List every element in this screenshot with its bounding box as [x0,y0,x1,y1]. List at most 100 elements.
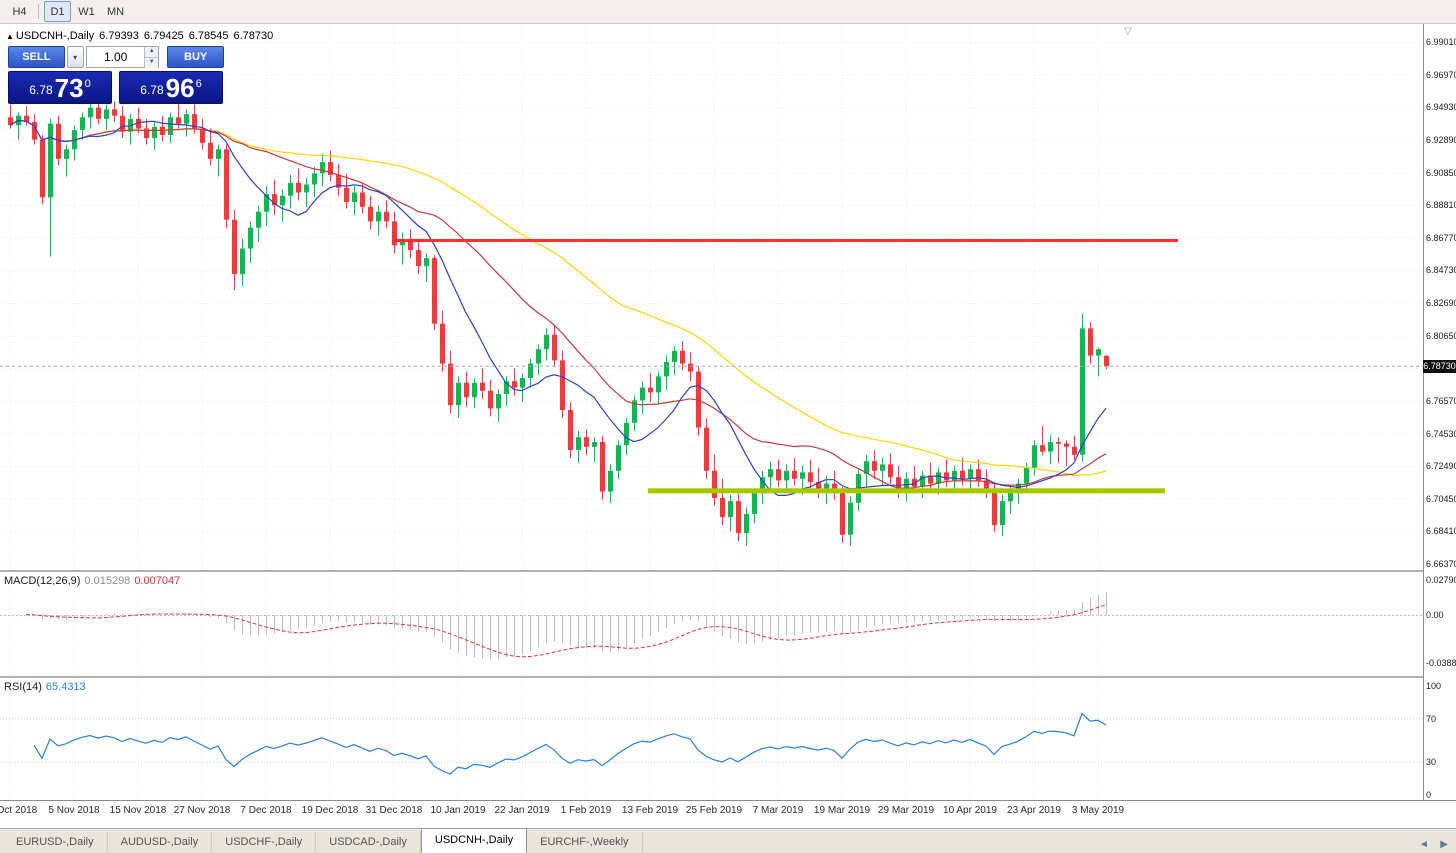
date-axis-label: 23 Apr 2019 [1007,805,1061,816]
ohlc-low: 6.78545 [188,30,229,42]
volume-field: ▲ ▼ [85,46,160,68]
ohlc-high: 6.79425 [143,30,184,42]
buy-price-base: 6.78 [140,83,164,97]
date-axis-label: 10 Jan 2019 [430,805,486,816]
macd-value-main: 0.015298 [84,575,131,587]
rsi-line [33,712,1107,775]
tab-usdcnh-daily[interactable]: USDCNH-,Daily [420,828,528,853]
sell-price-base: 6.78 [29,83,53,97]
date-axis-label: 27 Nov 2018 [173,805,231,816]
tab-eurusd-daily[interactable]: EURUSD-,Daily [3,832,108,853]
price-axis-label: 6.86770 [1426,232,1456,243]
rsi-axis-label: 100 [1426,681,1442,691]
price-axis-label: 6.68410 [1426,526,1456,537]
sell-price-point: 0 [84,78,91,90]
date-axis-label: 19 Mar 2019 [813,805,871,816]
panel-splitter[interactable] [0,570,1456,572]
tab-usdchf-daily[interactable]: USDCHF-,Daily [212,832,317,853]
price-axis-label: 6.82690 [1426,298,1456,308]
price-axis-label: 6.90850 [1426,167,1456,178]
grid-layer [0,24,1423,800]
candlestick-layer [8,101,1109,546]
tab-eurchf-weekly[interactable]: EURCHF-,Weekly [527,832,643,853]
volume-decrease-button[interactable]: ▼ [145,58,159,68]
date-axis-label: 19 Dec 2018 [301,805,359,816]
timeframe-h4-button[interactable]: H4 [12,5,27,18]
tabs-scroll-left-button[interactable]: ◄ [1418,839,1429,850]
buy-price-point: 6 [195,78,202,90]
date-axis-label: 22 Jan 2019 [494,805,550,816]
date-axis-label: 31 Dec 2018 [365,805,423,816]
sell-price-pips: 73 [54,73,84,103]
price-axis-label: 6.74530 [1426,428,1456,439]
rsi-axis-label: 0 [1426,790,1432,800]
support-line[interactable] [648,488,1165,494]
buy-price-display[interactable]: 6.78 96 6 [119,71,223,104]
rsi-axis-label: 70 [1426,713,1437,724]
date-axis-divider [0,800,1456,801]
macd-label-text: MACD(12,26,9) [4,575,81,587]
chart-symbol-title: USDCNH-,Daily [15,30,95,42]
rsi-indicator-label: RSI(14) 65.4313 [4,681,86,693]
date-axis-label: 7 Mar 2019 [752,805,804,816]
price-axis-label: 6.99010 [1426,37,1456,47]
sell-price-display[interactable]: 6.78 73 0 [8,71,112,104]
timeframe-w1-button[interactable]: W1 [78,5,95,18]
buy-price-pips: 96 [165,73,195,103]
toolbar-separator [38,4,39,19]
ma-lines [9,119,1107,496]
date-axis-label: 10 Apr 2019 [943,805,997,816]
rsi-axis-label: 30 [1426,757,1437,768]
date-axis-label: 1 Feb 2019 [560,805,612,816]
macd-histogram [18,592,1107,660]
one-click-trading-panel: SELL ▾ ▲ ▼ BUY 6.78 73 0 6.78 96 6 [8,46,224,104]
panel-splitter[interactable] [0,676,1456,678]
timeframe-mn-button[interactable]: MN [106,5,125,18]
macd-axis-label: 0.00 [1426,610,1444,620]
rsi-label-text: RSI(14) [4,681,42,693]
chart-tabs-bar: EURUSD-,Daily AUDUSD-,Daily USDCHF-,Daily U… [0,828,1456,853]
volume-spinner: ▲ ▼ [144,47,159,68]
tab-usdcad-daily[interactable]: USDCAD-,Daily [316,832,421,853]
volume-input[interactable] [86,47,145,67]
price-axis-label: 6.88810 [1426,200,1456,211]
chart-canvas [0,24,1423,800]
price-axis-label: 6.80650 [1426,330,1456,341]
price-axis-label: 6.72490 [1426,461,1456,472]
chart-shift-marker-icon[interactable]: ▽ [1124,26,1132,37]
date-axis-label: 25 Feb 2019 [685,805,743,816]
resistance-line[interactable] [392,239,1178,242]
chart-info-line: ▲ USDCNH-,Daily 6.79393 6.79425 6.78545 6.787… [6,30,273,42]
price-axis-label: 6.92890 [1426,134,1456,145]
date-axis-label: 29 Mar 2019 [877,805,935,816]
current-price-badge: 6.78730 [1423,359,1456,373]
macd-indicator-label: MACD(12,26,9) 0.015298 0.007047 [4,575,180,587]
ohlc-open: 6.79393 [99,30,139,42]
volume-increase-button[interactable]: ▲ [145,47,159,58]
price-axis-label: 6.66370 [1426,559,1456,569]
chevron-down-icon: ▾ [73,52,78,62]
sell-button[interactable]: SELL [8,46,65,68]
rsi-value: 65.4313 [45,681,86,693]
date-axis-label: 24 Oct 2018 [0,805,38,816]
price-axis-label: 6.84730 [1426,265,1456,276]
series-marker-icon: ▲ [6,32,14,41]
macd-signal-line [25,604,1107,658]
date-axis-label: 13 Feb 2019 [621,805,679,816]
price-axis-label: 6.76570 [1426,395,1456,406]
buy-button[interactable]: BUY [167,46,224,68]
macd-axis-label: -0.03888 [1426,658,1456,669]
tabs-scroll-right-button[interactable]: ▶ [1440,839,1448,850]
volume-dropdown-button[interactable]: ▾ [66,46,84,68]
ohlc-close: 6.78730 [233,30,274,42]
price-axis-label: 6.94930 [1426,102,1456,113]
timeframe-toolbar: H4 D1 W1 MN [0,0,1456,24]
price-axis-label: 6.70450 [1426,493,1456,504]
macd-value-signal: 0.007047 [134,575,181,587]
timeframe-d1-button[interactable]: D1 [44,1,71,22]
tab-audusd-daily[interactable]: AUDUSD-,Daily [108,832,213,853]
date-axis-label: 5 Nov 2018 [48,805,100,816]
price-axis-label: 6.96970 [1426,69,1456,80]
date-axis-label: 3 May 2019 [1071,805,1125,816]
